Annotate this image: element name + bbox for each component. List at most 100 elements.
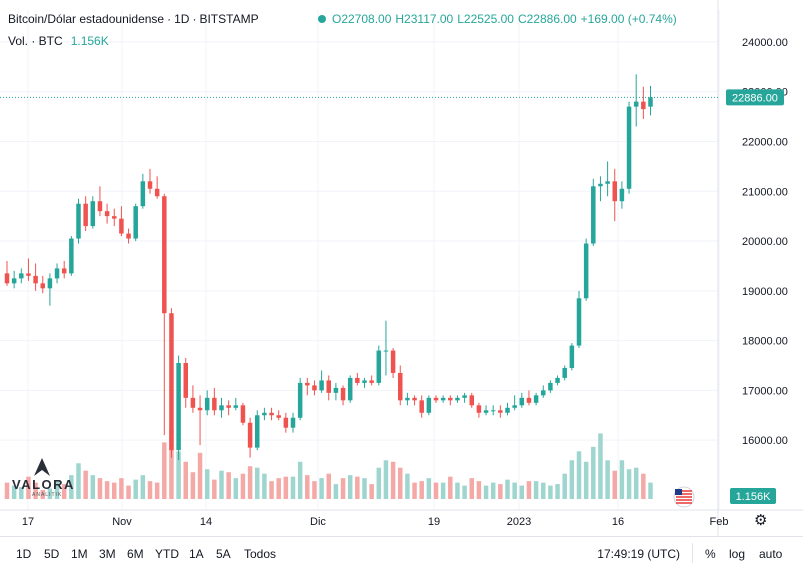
candle-body[interactable] xyxy=(40,283,46,289)
candle-body[interactable] xyxy=(519,397,525,406)
symbol-legend[interactable]: Bitcoin/Dólar estadounidense · 1D · BITSTAMP xyxy=(8,12,259,26)
candle-body[interactable] xyxy=(641,101,646,110)
candle-body[interactable] xyxy=(476,405,482,413)
gear-icon[interactable]: ⚙ xyxy=(754,512,768,529)
candle-body[interactable] xyxy=(512,405,517,408)
candle-body[interactable] xyxy=(490,410,496,412)
candle-body[interactable] xyxy=(204,397,210,411)
candle-body[interactable] xyxy=(326,380,332,393)
candle-body[interactable] xyxy=(312,385,317,391)
candle-body[interactable] xyxy=(212,397,217,411)
candle-body[interactable] xyxy=(76,203,81,239)
candle-body[interactable] xyxy=(383,350,389,352)
range-button-3m[interactable]: 3M xyxy=(99,547,116,561)
range-button-1d[interactable]: 1D xyxy=(16,547,32,561)
candle-body[interactable] xyxy=(283,417,289,428)
candle-body[interactable] xyxy=(362,380,367,383)
range-button-ytd[interactable]: YTD xyxy=(155,547,179,561)
candle-body[interactable] xyxy=(591,186,596,244)
candle-body[interactable] xyxy=(469,395,475,406)
volume-legend[interactable]: Vol. · BTC 1.156K xyxy=(8,34,109,48)
auto-scale-toggle[interactable]: auto xyxy=(759,547,783,561)
candle-body[interactable] xyxy=(69,238,74,274)
candle-body[interactable] xyxy=(83,203,88,227)
candle-body[interactable] xyxy=(376,350,382,383)
candle-body[interactable] xyxy=(90,201,96,227)
candle-body[interactable] xyxy=(562,367,567,378)
candle-body[interactable] xyxy=(340,387,346,401)
candle-body[interactable] xyxy=(33,275,38,284)
candle-body[interactable] xyxy=(197,407,203,411)
candle-body[interactable] xyxy=(162,196,167,314)
candle-body[interactable] xyxy=(440,397,446,401)
candle-body[interactable] xyxy=(369,380,374,383)
range-button-6m[interactable]: 6M xyxy=(127,547,144,561)
candle-body[interactable] xyxy=(448,397,453,401)
candle-body[interactable] xyxy=(19,273,24,279)
candle-body[interactable] xyxy=(4,273,10,284)
candle-body[interactable] xyxy=(233,405,239,408)
candle-body[interactable] xyxy=(119,218,124,234)
candle-body[interactable] xyxy=(176,362,181,451)
candle-body[interactable] xyxy=(626,106,632,189)
candle-body[interactable] xyxy=(133,206,138,239)
candle-body[interactable] xyxy=(147,181,153,189)
candle-body[interactable] xyxy=(190,397,196,408)
candle-body[interactable] xyxy=(169,313,174,451)
candle-body[interactable] xyxy=(526,397,532,403)
candle-body[interactable] xyxy=(112,216,117,219)
candle-body[interactable] xyxy=(419,400,424,413)
utc-clock[interactable]: 17:49:19 (UTC) xyxy=(597,547,680,561)
candle-body[interactable] xyxy=(598,183,603,187)
candle-body[interactable] xyxy=(633,101,639,107)
candle-body[interactable] xyxy=(54,268,60,279)
candle-body[interactable] xyxy=(262,412,267,416)
candle-body[interactable] xyxy=(533,395,539,403)
candle-body[interactable] xyxy=(183,362,189,398)
candle-body[interactable] xyxy=(455,397,460,401)
candle-body[interactable] xyxy=(140,181,146,207)
candle-body[interactable] xyxy=(583,243,589,299)
candle-body[interactable] xyxy=(605,181,610,184)
candle-body[interactable] xyxy=(126,233,131,239)
candle-body[interactable] xyxy=(247,422,253,448)
candle-body[interactable] xyxy=(104,211,110,217)
candle-body[interactable] xyxy=(541,390,546,396)
candle-body[interactable] xyxy=(11,278,17,284)
candle-body[interactable] xyxy=(240,405,246,423)
candle-body[interactable] xyxy=(555,377,560,383)
candle-body[interactable] xyxy=(276,415,281,418)
candle-body[interactable] xyxy=(347,377,353,401)
candle-body[interactable] xyxy=(226,405,231,408)
range-button-1m[interactable]: 1M xyxy=(71,547,88,561)
candle-body[interactable] xyxy=(398,372,403,401)
candle-body[interactable] xyxy=(255,415,260,448)
range-button-1a[interactable]: 1A xyxy=(189,547,204,561)
candle-body[interactable] xyxy=(412,397,417,401)
candle-body[interactable] xyxy=(305,382,310,386)
candle-body[interactable] xyxy=(355,377,360,383)
candle-body[interactable] xyxy=(612,181,618,202)
candle-body[interactable] xyxy=(426,397,432,413)
candle-body[interactable] xyxy=(97,201,103,212)
percent-scale-toggle[interactable]: % xyxy=(705,547,716,561)
candle-body[interactable] xyxy=(498,410,503,413)
candle-body[interactable] xyxy=(47,278,53,289)
candle-body[interactable] xyxy=(297,382,303,418)
candle-body[interactable] xyxy=(648,97,653,107)
range-button-5a[interactable]: 5A xyxy=(216,547,231,561)
candle-body[interactable] xyxy=(483,410,489,413)
candle-body[interactable] xyxy=(154,188,160,197)
candle-body[interactable] xyxy=(269,412,274,416)
range-button-5d[interactable]: 5D xyxy=(44,547,60,561)
candle-body[interactable] xyxy=(290,417,296,428)
log-scale-toggle[interactable]: log xyxy=(729,547,746,561)
candle-body[interactable] xyxy=(219,405,224,411)
candle-body[interactable] xyxy=(390,350,396,373)
candle-body[interactable] xyxy=(433,397,439,401)
candle-body[interactable] xyxy=(569,345,575,368)
candle-body[interactable] xyxy=(333,387,339,393)
range-button-todos[interactable]: Todos xyxy=(244,547,277,561)
candle-body[interactable] xyxy=(462,395,467,398)
